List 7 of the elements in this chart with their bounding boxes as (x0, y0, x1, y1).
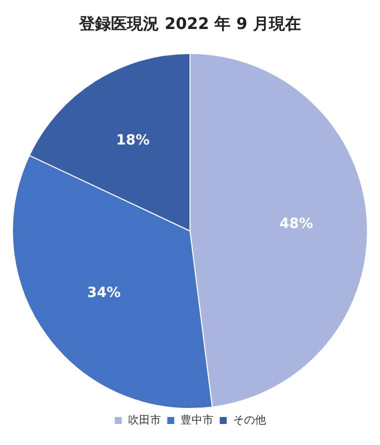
legend-label: 吹田市 (128, 414, 161, 427)
data-label: 48% (280, 216, 314, 232)
legend-label: その他 (232, 414, 266, 427)
legend-label: 豊中市 (180, 414, 214, 427)
data-label: 18% (116, 132, 150, 149)
chart-title: 登録医現況 2022 年 9 月現在 (78, 14, 302, 35)
data-label: 34% (87, 285, 121, 302)
